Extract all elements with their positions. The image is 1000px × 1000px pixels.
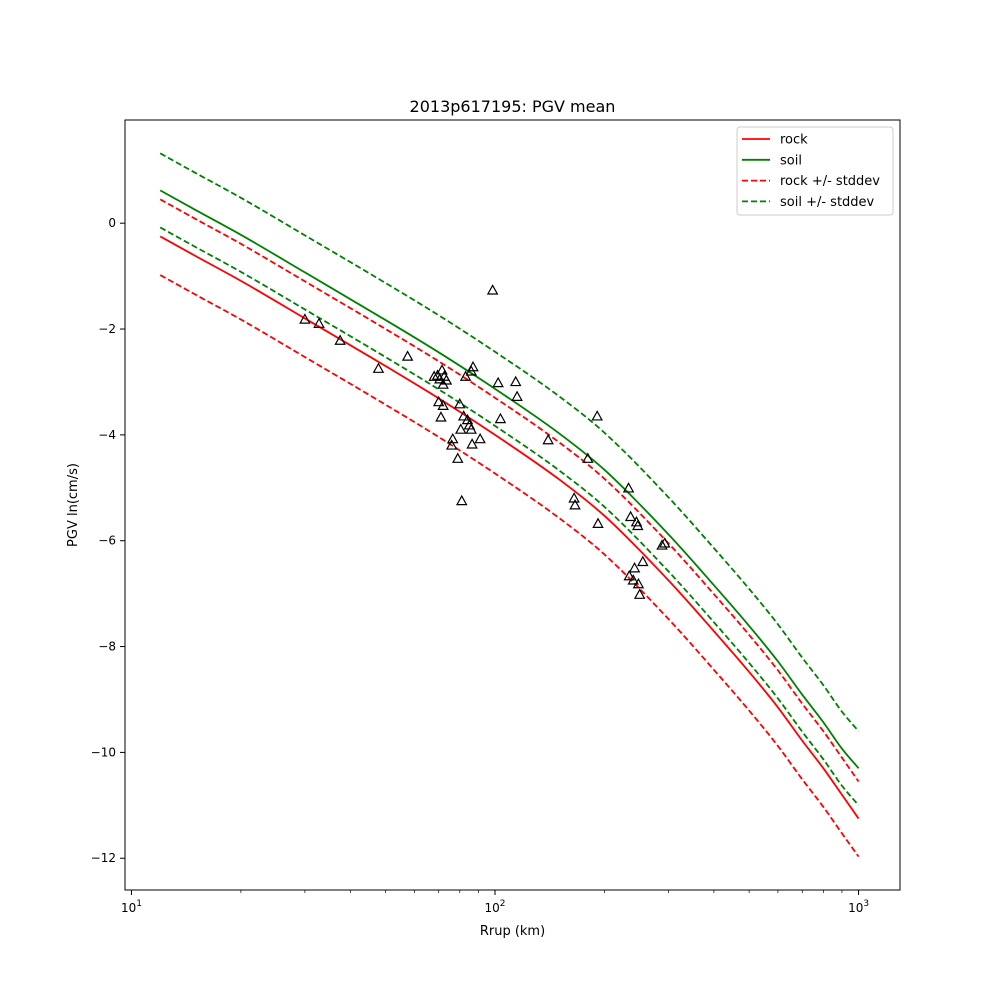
observation-point <box>436 364 448 375</box>
observation-point <box>457 410 470 421</box>
legend-label: soil +/- stddev <box>780 195 875 210</box>
observation-point <box>492 376 504 388</box>
observation-point <box>637 555 649 567</box>
observation-point <box>628 561 641 573</box>
observation-point <box>632 577 645 589</box>
y-tick-label: −4 <box>98 428 116 442</box>
y-tick-label: −10 <box>91 745 116 759</box>
y-tick-label: −6 <box>98 534 116 548</box>
y-axis: 0 −2 −4 −6 −8 −10 −12 <box>91 216 125 865</box>
observation-point <box>592 517 604 528</box>
x-tick-label: 102 <box>485 899 506 915</box>
observation-point <box>582 452 594 463</box>
observation-point <box>627 574 640 585</box>
observation-point <box>658 537 671 548</box>
observation-point <box>452 452 464 463</box>
series-line-2 <box>159 198 860 783</box>
y-axis-label: PGV ln(cm/s) <box>66 463 81 547</box>
observation-point <box>432 395 445 407</box>
series-line-5 <box>159 226 860 806</box>
observation-point <box>454 397 466 409</box>
y-tick-label: −8 <box>98 640 116 654</box>
legend-label: rock +/- stddev <box>780 174 880 189</box>
observation-point <box>511 390 523 401</box>
plot-area <box>124 119 901 891</box>
observation-point <box>401 350 414 361</box>
legend-label: soil <box>780 153 802 168</box>
observation-point <box>313 317 325 328</box>
series-line-4 <box>159 152 860 732</box>
y-tick-label: −2 <box>98 322 116 336</box>
observation-point <box>437 399 449 410</box>
observation-point <box>494 412 507 424</box>
observation-point <box>428 370 440 381</box>
x-axis-label: Rrup (km) <box>480 924 545 939</box>
x-tick-label: 103 <box>848 899 869 915</box>
observation-point <box>434 373 446 384</box>
series-line-3 <box>159 274 860 858</box>
observation-point <box>509 375 522 387</box>
observation-point <box>622 482 635 493</box>
y-tick-label: −12 <box>91 851 116 865</box>
observation-point <box>465 423 477 434</box>
observation-point <box>455 494 468 506</box>
x-tick-label: 101 <box>121 899 142 915</box>
legend-box <box>736 126 894 216</box>
observation-point <box>445 439 458 450</box>
observation-point <box>299 313 311 324</box>
observation-point <box>591 410 603 421</box>
observation-point <box>623 569 636 581</box>
series-line-1 <box>159 189 860 769</box>
chart-title: 2013p617195: PGV mean <box>410 97 616 116</box>
observation-point <box>459 370 472 381</box>
observation-point <box>435 411 447 422</box>
series-layer <box>159 152 860 858</box>
observation-point <box>474 432 486 444</box>
observation-point <box>624 510 637 522</box>
observation-point <box>334 334 346 345</box>
observation-point <box>466 438 478 449</box>
legend-label: rock <box>780 133 808 148</box>
observation-point <box>633 588 646 599</box>
legend: rock soil rock +/- stddev soil +/- stddev <box>736 126 894 216</box>
observation-markers <box>299 284 671 599</box>
observation-point <box>656 539 668 550</box>
observation-point <box>467 360 479 372</box>
x-axis: 101 102 103 <box>121 890 869 915</box>
observation-point <box>630 515 643 527</box>
observation-point <box>569 499 581 510</box>
observation-point <box>542 433 554 445</box>
observation-point <box>372 362 385 373</box>
observation-point <box>440 374 453 385</box>
observation-point <box>632 519 644 531</box>
observation-point <box>454 423 467 434</box>
plot-frame <box>124 119 901 891</box>
observation-point <box>486 284 499 295</box>
y-tick-label: 0 <box>108 216 116 230</box>
series-line-0 <box>159 235 860 820</box>
